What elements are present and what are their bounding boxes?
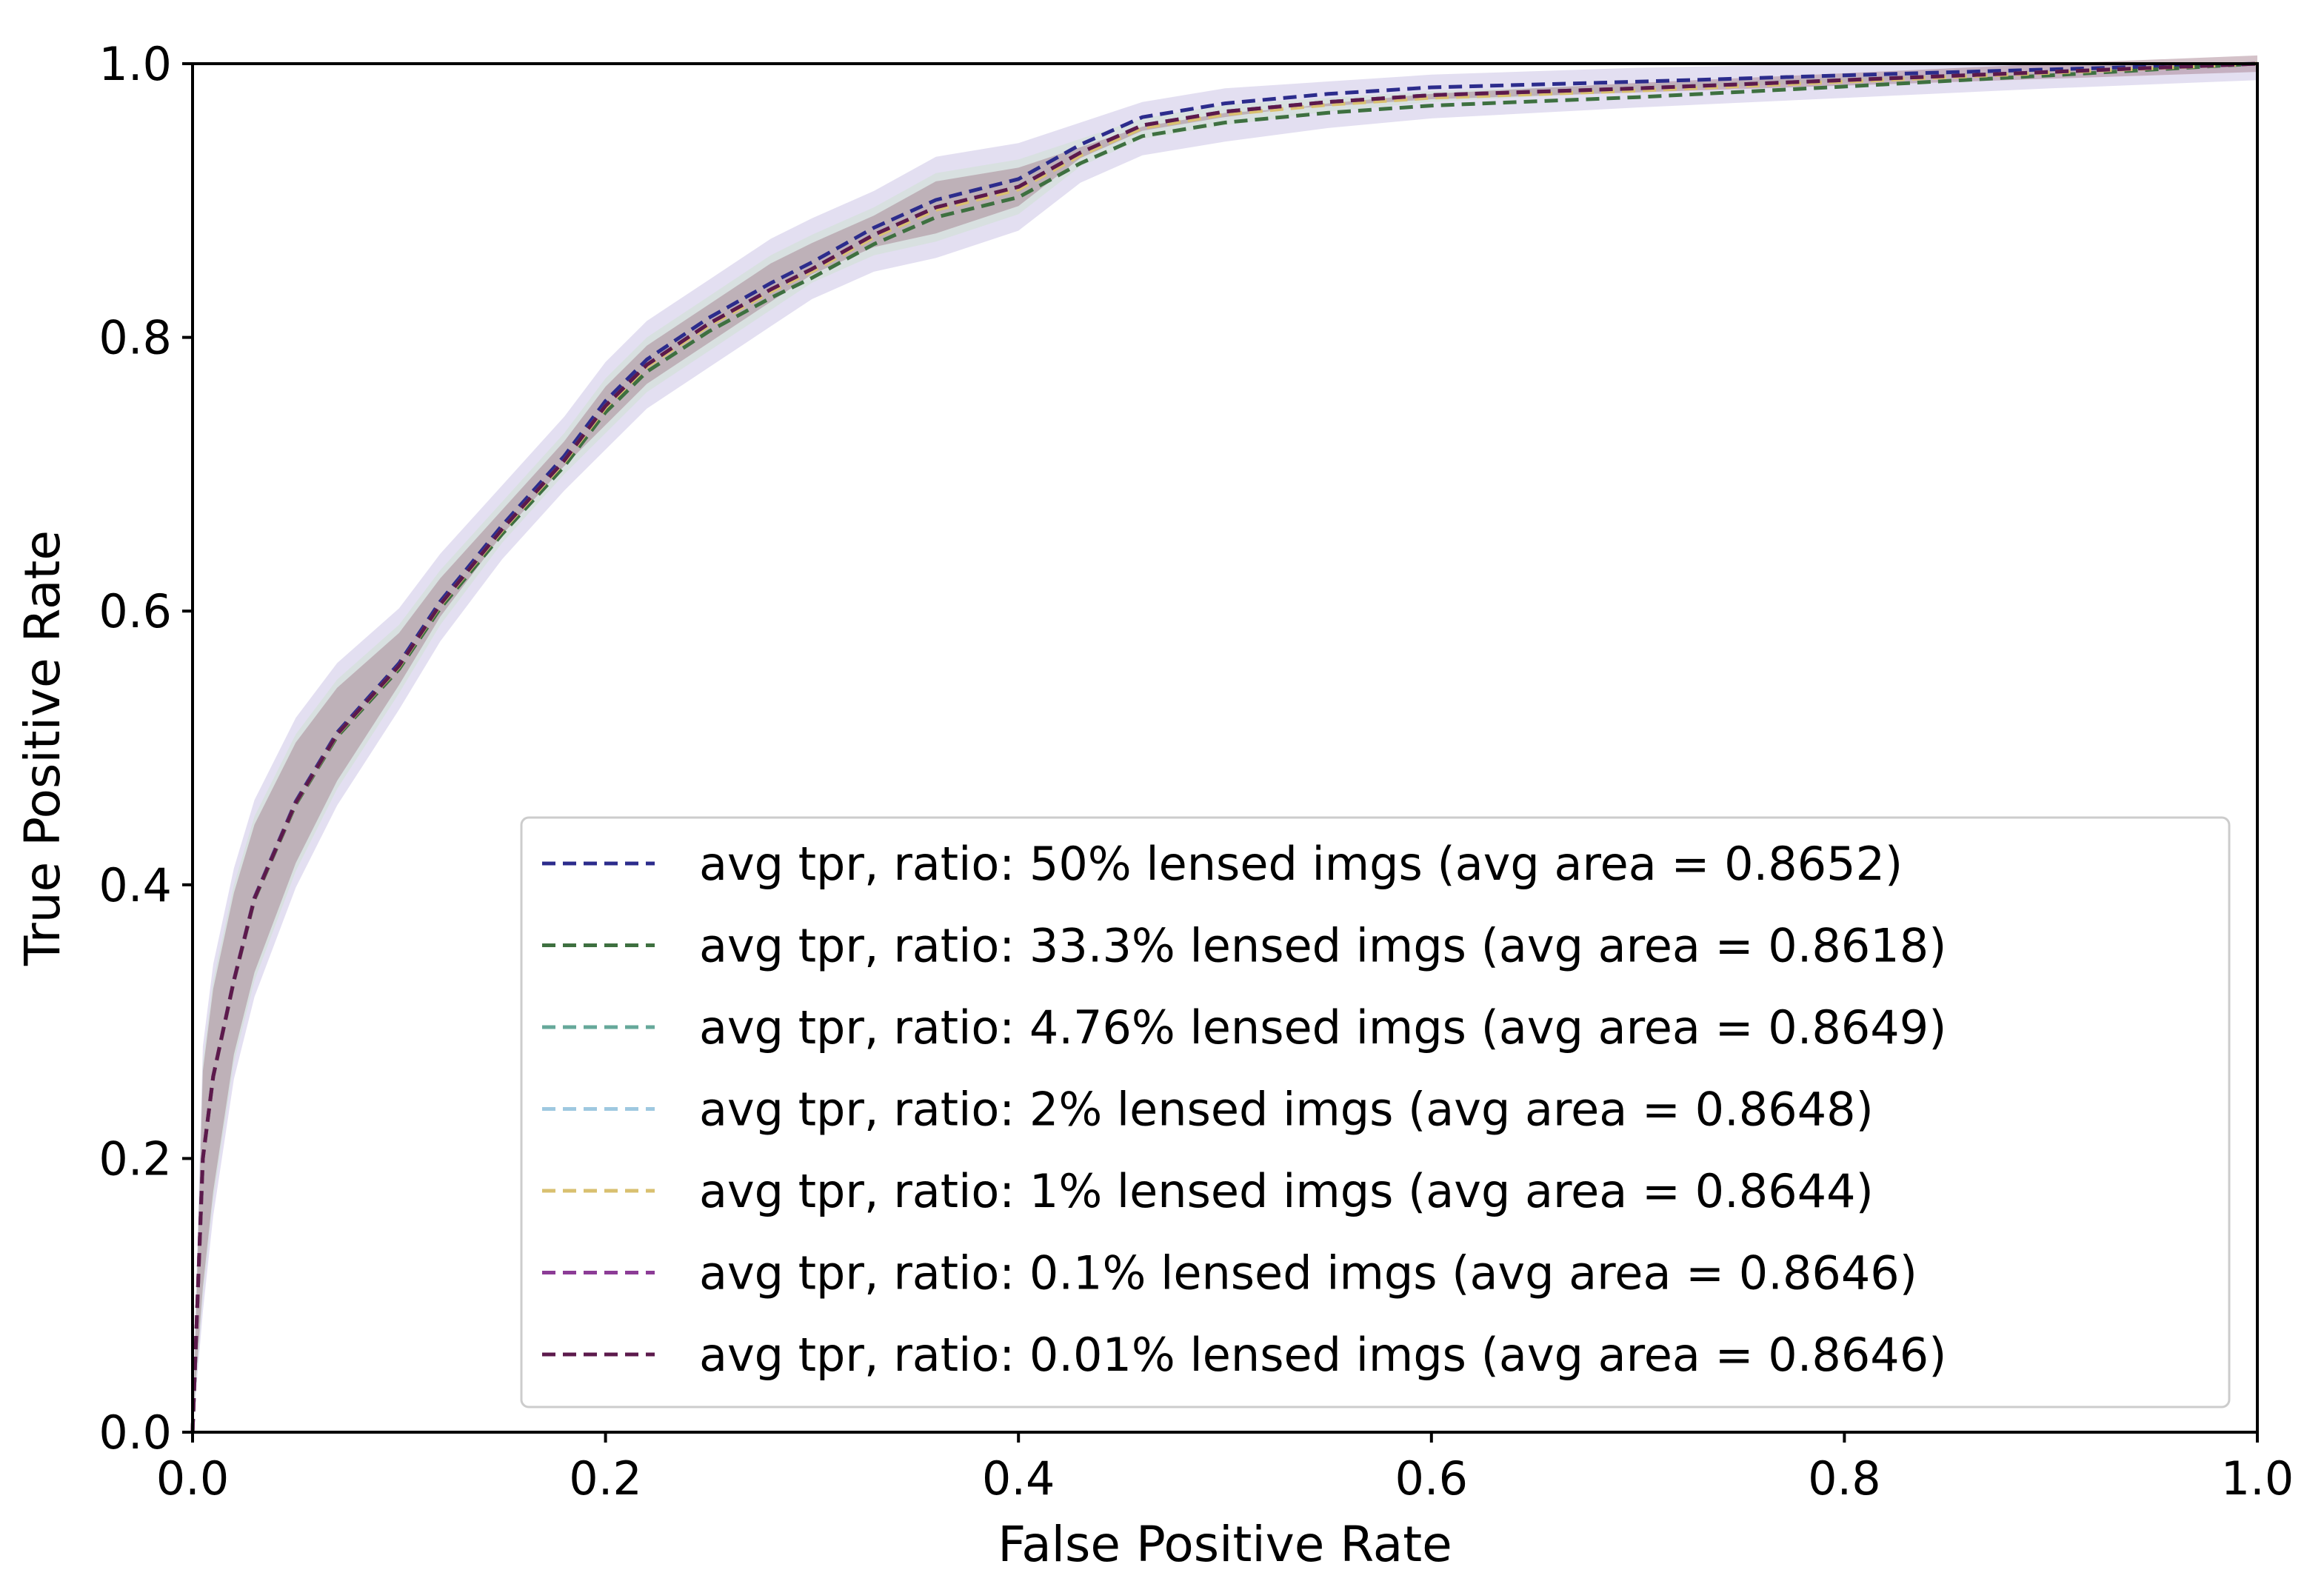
y-tick-label: 0.8 [98,311,172,365]
legend-label: avg tpr, ratio: 0.1% lensed imgs (avg ar… [699,1246,1917,1300]
y-tick-label: 0.6 [98,584,172,638]
series-lines [190,61,2258,1433]
y-tick-label: 0.2 [98,1132,172,1186]
x-tick-label: 1.0 [2221,1451,2294,1506]
y-tick-label: 0.0 [98,1406,172,1460]
legend-label: avg tpr, ratio: 2% lensed imgs (avg area… [699,1083,1874,1137]
legend-label: avg tpr, ratio: 4.76% lensed imgs (avg a… [699,1000,1946,1055]
y-axis-label: True Positive Rate [14,530,71,966]
legend-box [520,816,2231,1408]
x-tick-label: 0.4 [982,1451,1055,1506]
legend-label: avg tpr, ratio: 0.01% lensed imgs (avg a… [699,1328,1946,1382]
axis-ticks: 0.0 0.2 0.4 0.6 0.8 1.0 0.0 0.2 0.4 0.6 0.8 1.0 [98,37,2294,1506]
legend-label: avg tpr, ratio: 33.3% lensed imgs (avg a… [699,919,1946,973]
y-tick-label: 0.4 [98,858,172,912]
legend: avg tpr, ratio: 50% lensed imgs (avg are… [520,816,2231,1408]
legend-items: avg tpr, ratio: 50% lensed imgs (avg are… [542,837,1946,1382]
legend-label: avg tpr, ratio: 1% lensed imgs (avg area… [699,1164,1874,1218]
y-tick-label: 1.0 [98,37,172,91]
series-line-7 [190,61,2258,1433]
x-tick-label: 0.8 [1808,1451,1881,1506]
x-axis-label: False Positive Rate [998,1516,1452,1573]
legend-label: avg tpr, ratio: 50% lensed imgs (avg are… [699,837,1903,891]
x-tick-label: 0.0 [156,1451,230,1506]
x-tick-label: 0.6 [1395,1451,1468,1506]
x-tick-label: 0.2 [569,1451,642,1506]
plot-frame [191,62,2259,1434]
